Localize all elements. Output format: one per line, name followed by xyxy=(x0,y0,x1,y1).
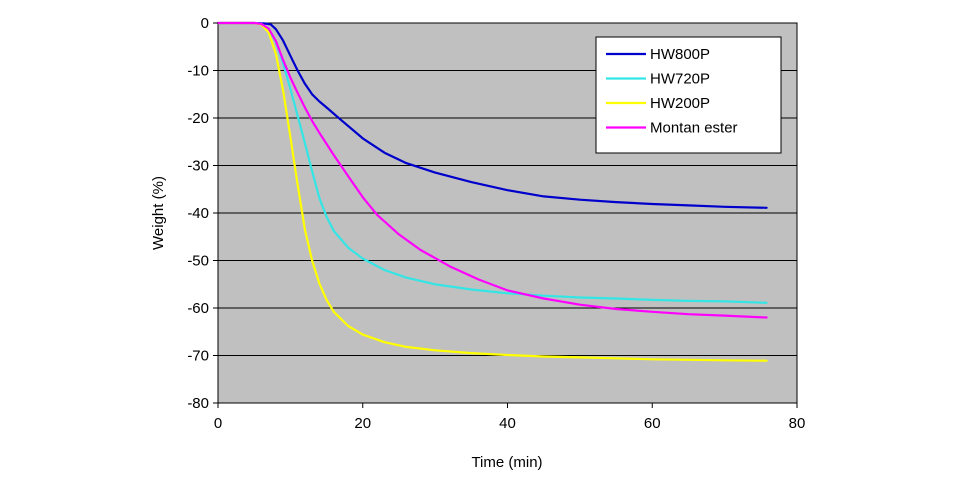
y-tick-label: -10 xyxy=(187,63,209,80)
x-tick-label: 40 xyxy=(499,415,516,432)
series-line-hw800p xyxy=(216,21,768,209)
y-tick-label: -40 xyxy=(187,205,209,222)
x-tick-label: 60 xyxy=(644,415,661,432)
y-tick-label: -70 xyxy=(187,348,209,365)
y-tick-label: -50 xyxy=(187,253,209,270)
series-line-hw200p xyxy=(216,21,768,362)
legend-label-hw200p: HW200P xyxy=(650,95,710,112)
x-axis-title: Time (min) xyxy=(471,454,542,471)
y-tick-label: -30 xyxy=(187,158,209,175)
x-tick-label: 80 xyxy=(789,415,806,432)
y-axis-title: Weight (%) xyxy=(150,176,167,250)
y-tick-label: -60 xyxy=(187,300,209,317)
y-tick-label: -80 xyxy=(187,395,209,412)
y-tick-label: -20 xyxy=(187,110,209,127)
legend-label-montan-ester: Montan ester xyxy=(650,120,738,137)
series-line-montan-ester xyxy=(216,21,768,319)
x-tick-label: 20 xyxy=(354,415,371,432)
y-tick-label: 0 xyxy=(201,15,209,32)
legend-box xyxy=(595,36,782,154)
ticks-layer: 0 -10 -20 -30 -40 -50 -60 -70 -80 0 20 40 60 80 xyxy=(187,15,805,432)
legend-items: HW800P HW720P HW200P Montan ester xyxy=(606,46,738,137)
x-tick-label: 0 xyxy=(214,415,222,432)
legend-label-hw800p: HW800P xyxy=(650,46,710,63)
legend: HW800P HW720P HW200P Montan ester xyxy=(595,36,782,154)
legend-label-hw720p: HW720P xyxy=(650,71,710,88)
series-layer xyxy=(216,21,768,362)
